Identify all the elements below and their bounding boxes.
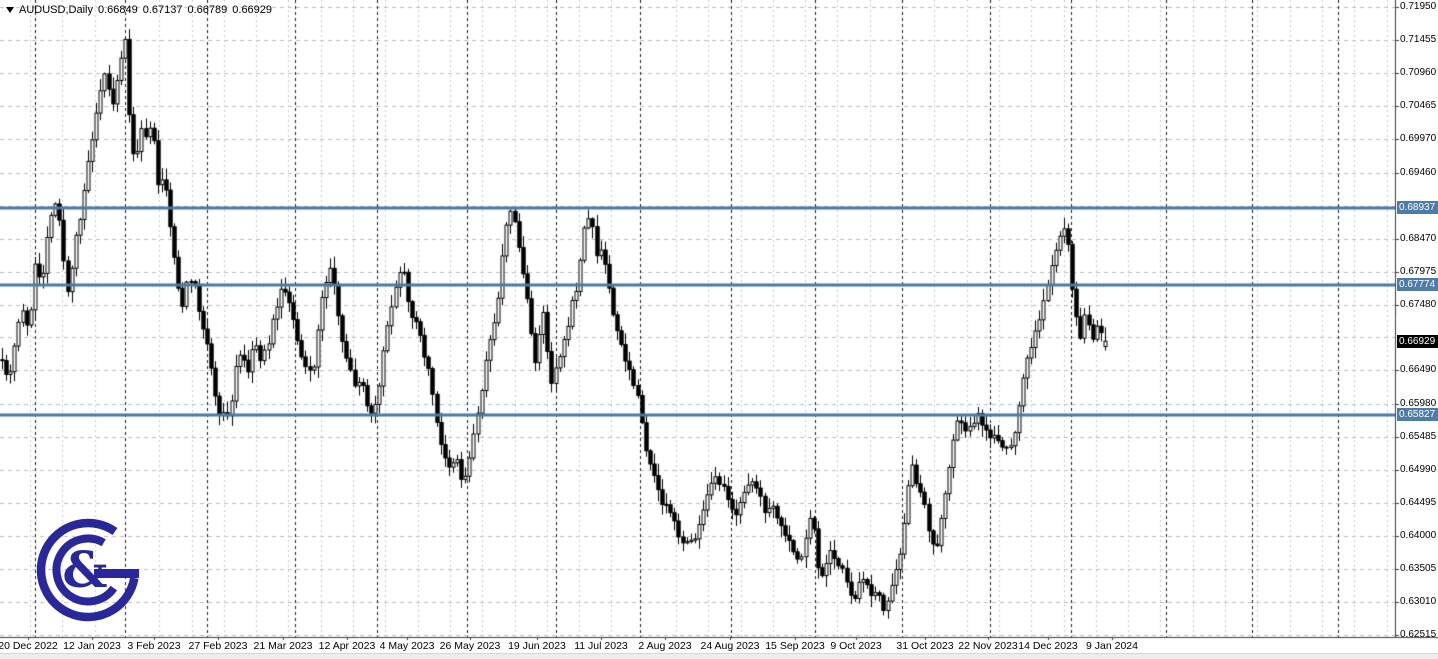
price-tick-label: 0.64000 xyxy=(1400,530,1437,542)
date-tick-label: 22 Nov 2023 xyxy=(958,640,1018,652)
price-tick-label: 0.67975 xyxy=(1400,265,1437,277)
price-tick-label: 0.65485 xyxy=(1400,431,1437,443)
hline-price-label[interactable]: 0.67774 xyxy=(1397,278,1438,292)
date-tick-label: 9 Oct 2023 xyxy=(830,640,882,652)
quote-close: 0.66929 xyxy=(232,4,273,16)
price-tick-label: 0.69970 xyxy=(1400,132,1437,144)
date-tick-label: 9 Jan 2024 xyxy=(1086,640,1138,652)
symbol-dropdown-icon[interactable] xyxy=(6,7,14,13)
date-tick-label: 14 Dec 2023 xyxy=(1018,640,1078,652)
price-tick-label: 0.68470 xyxy=(1400,232,1437,244)
date-tick-label: 19 Jun 2023 xyxy=(508,640,566,652)
price-tick-label: 0.70465 xyxy=(1400,99,1437,111)
date-tick-label: 26 May 2023 xyxy=(439,640,501,652)
price-tick-label: 0.63505 xyxy=(1400,563,1437,575)
quote-low: 0.66789 xyxy=(187,4,228,16)
hline-price-label[interactable]: 0.68937 xyxy=(1397,201,1438,215)
price-tick-label: 0.64990 xyxy=(1400,464,1437,476)
price-tick-label: 0.67480 xyxy=(1400,298,1437,310)
price-tick-label: 0.71455 xyxy=(1400,33,1437,45)
chart-title-readout: AUDUSD,Daily 0.66849 0.67137 0.66789 0.6… xyxy=(4,3,277,17)
date-tick-label: 27 Feb 2023 xyxy=(188,640,248,652)
symbol-period-label: AUDUSD,Daily xyxy=(19,4,93,16)
price-tick-label: 0.70960 xyxy=(1400,66,1437,78)
date-tick-label: 31 Oct 2023 xyxy=(896,640,954,652)
date-tick-label: 20 Dec 2022 xyxy=(0,640,58,652)
price-tick-label: 0.64495 xyxy=(1400,497,1437,509)
date-tick-label: 12 Apr 2023 xyxy=(318,640,376,652)
price-tick-label: 0.65980 xyxy=(1400,398,1437,410)
date-tick-label: 3 Feb 2023 xyxy=(127,640,181,652)
date-tick-label: 4 May 2023 xyxy=(379,640,435,652)
date-tick-label: 24 Aug 2023 xyxy=(700,640,760,652)
date-tick-label: 12 Jan 2023 xyxy=(63,640,121,652)
current-price-label: 0.66929 xyxy=(1397,334,1438,348)
hline-price-label[interactable]: 0.65827 xyxy=(1397,408,1438,422)
ampersand-glyph: & xyxy=(62,540,107,599)
price-tick-label: 0.66490 xyxy=(1400,364,1437,376)
price-tick-label: 0.63010 xyxy=(1400,596,1437,608)
quote-open: 0.66849 xyxy=(97,4,138,16)
price-tick-label: 0.62515 xyxy=(1400,629,1437,640)
date-tick-label: 15 Sep 2023 xyxy=(765,640,825,652)
date-tick-label: 2 Aug 2023 xyxy=(638,640,692,652)
date-tick-label: 21 Mar 2023 xyxy=(253,640,313,652)
date-tick-label: 11 Jul 2023 xyxy=(574,640,628,652)
g-ampersand-watermark-logo: & xyxy=(36,518,139,622)
price-tick-label: 0.69460 xyxy=(1400,166,1437,178)
price-tick-label: 0.71950 xyxy=(1400,1,1437,12)
window-bottom-edge xyxy=(0,653,1438,659)
quote-high: 0.67137 xyxy=(142,4,183,16)
